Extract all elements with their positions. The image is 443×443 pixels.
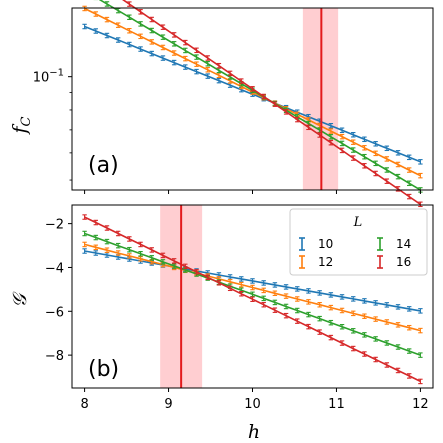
legend-label: 14 — [396, 237, 411, 251]
y-tick-label: −2 — [45, 218, 64, 233]
panel-a: 10−1 (a) fC — [9, 0, 434, 208]
legend-label: 16 — [396, 255, 411, 269]
panel-a-ylabel: fC — [9, 116, 34, 135]
y-tick-label: 10−1 — [33, 68, 64, 86]
y-tick-label: −8 — [45, 349, 64, 364]
legend-item-16: 16 — [377, 255, 411, 269]
legend-label: 10 — [318, 237, 333, 251]
legend-title: L — [353, 215, 363, 230]
plot-frame — [71, 7, 434, 191]
x-tick-label: 9 — [164, 397, 172, 412]
panel-b-label: (b) — [88, 357, 119, 382]
series-line-16 — [122, 0, 421, 205]
panel-b-ylabel: 𝒢 — [9, 291, 31, 308]
x-tick-label: 11 — [328, 397, 345, 412]
x-tick-label: 8 — [80, 397, 88, 412]
legend: L 10 12 14 16 — [289, 208, 428, 276]
y-tick-label: −4 — [45, 261, 64, 276]
panel-b: 8 9 10 11 12 −2 −4 −6 −8 (b) 𝒢 h — [9, 204, 434, 443]
x-axis-label: h — [248, 421, 260, 443]
legend-item-10: 10 — [299, 237, 333, 251]
legend-label: 12 — [318, 255, 333, 269]
legend-item-12: 12 — [299, 255, 333, 269]
y-tick-label: −6 — [45, 305, 64, 320]
legend-item-14: 14 — [377, 237, 411, 251]
x-tick-label: 12 — [412, 397, 429, 412]
x-tick-label: 10 — [244, 397, 261, 412]
legend-box — [289, 208, 428, 276]
panel-a-label: (a) — [88, 153, 119, 178]
